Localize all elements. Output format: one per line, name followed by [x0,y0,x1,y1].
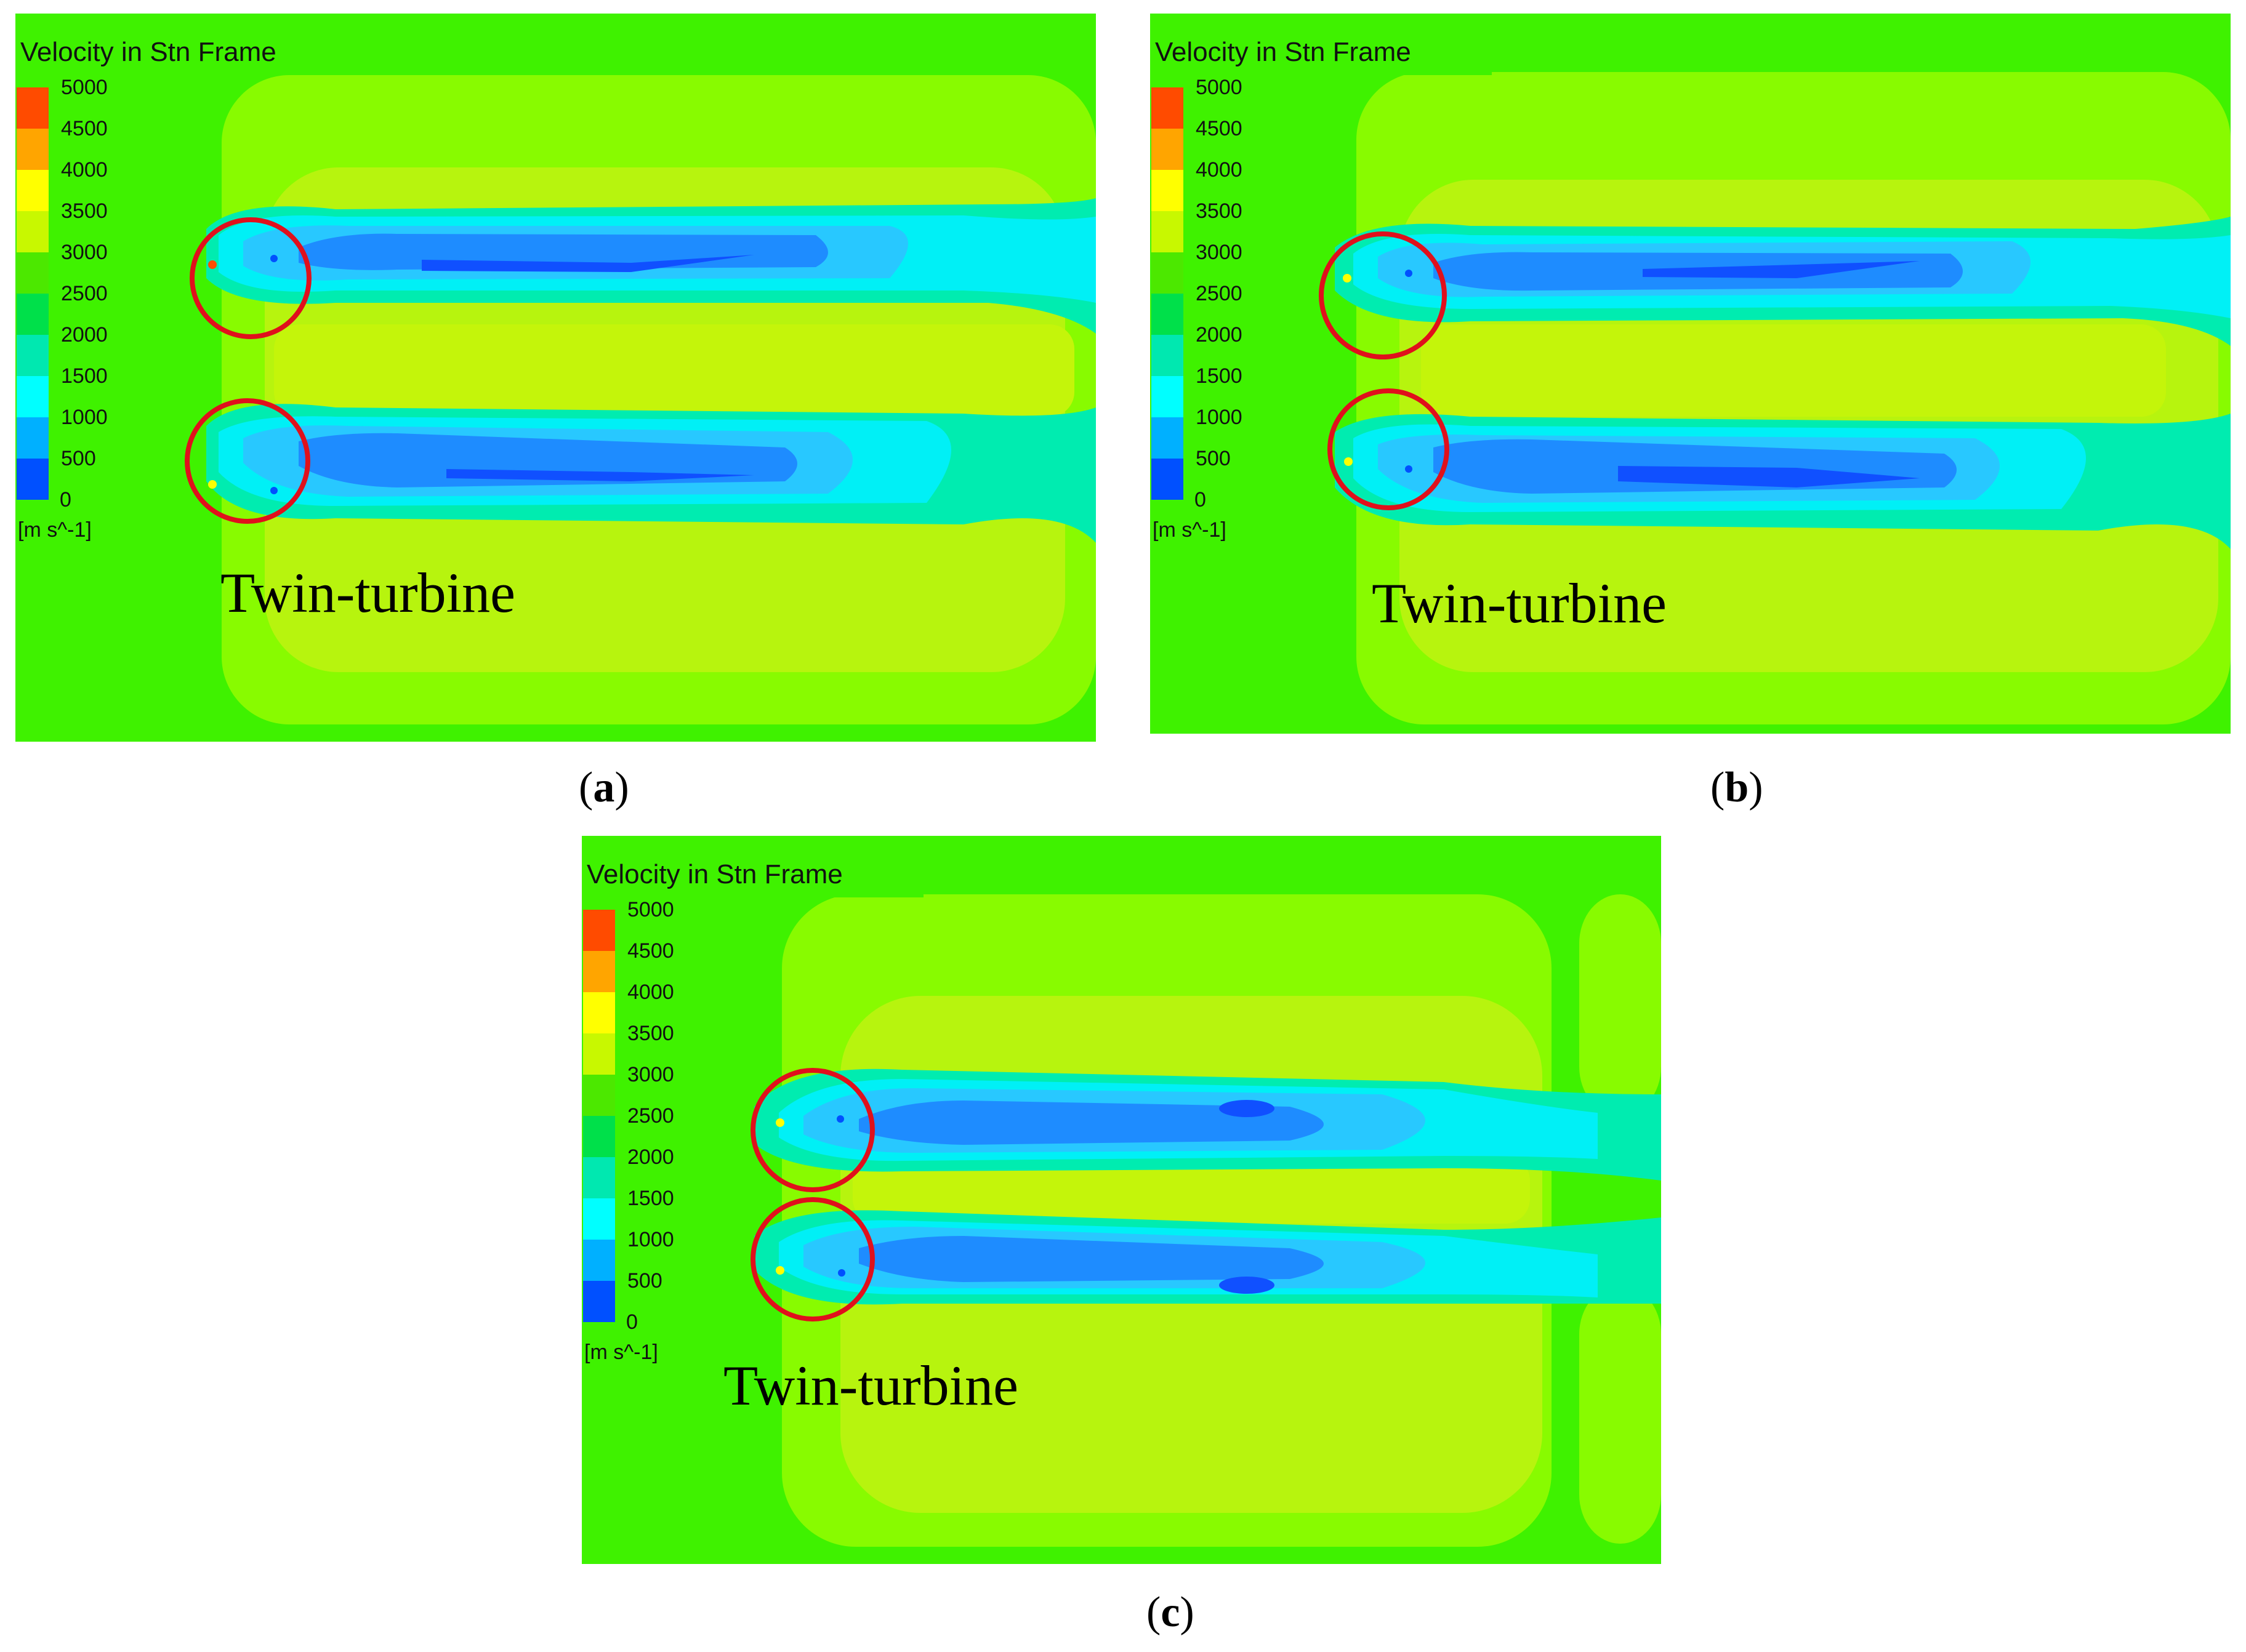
legend-tick: 0 [626,1310,638,1334]
legend-tick: 4500 [61,117,108,140]
legend-tick: 4000 [61,158,108,182]
legend-tick: 3500 [627,1022,674,1045]
legend-tick: 3000 [61,241,108,264]
panel-c: Velocity in Stn Frame 5000 4500 4000 350… [582,836,1661,1564]
color-bar [583,910,615,1322]
legend-tick: 2000 [1196,323,1242,347]
legend-tick: 1500 [61,364,108,388]
legend-title: Velocity in Stn Frame [20,37,276,67]
caption-a: (a) [579,764,629,811]
legend-tick: 3000 [1196,241,1242,264]
legend-tick: 3500 [61,199,108,223]
turbine-highlight-circle [751,1068,875,1192]
caption-b: (b) [1710,764,1763,811]
legend-tick: 1500 [627,1187,674,1210]
turbine-label: Twin-turbine [1372,572,1667,635]
legend-tick: 5000 [1196,76,1242,99]
contour-plot-a [15,14,1096,742]
legend-tick: 2500 [627,1104,674,1128]
panel-b: Velocity in Stn Frame 5000 4500 4000 350… [1150,14,2231,734]
legend-tick: 0 [1194,488,1206,511]
legend-unit: [m s^-1] [584,1341,658,1364]
turbine-highlight-circle [1319,231,1447,359]
legend-tick: 5000 [61,76,108,99]
contour-plot-b [1150,14,2231,734]
legend-tick: 0 [60,488,71,511]
legend-unit: [m s^-1] [1153,518,1226,542]
color-bar [17,87,49,500]
legend-tick: 4000 [1196,158,1242,182]
legend-tick: 500 [1196,447,1231,470]
legend-tick: 4500 [627,939,674,963]
legend-tick: 5000 [627,898,674,921]
legend-tick: 2000 [627,1145,674,1169]
turbine-highlight-circle [751,1197,875,1321]
legend-tick: 3500 [1196,199,1242,223]
legend-tick: 500 [627,1269,662,1293]
legend-tick: 4500 [1196,117,1242,140]
contour-plot-c [582,836,1661,1564]
turbine-label: Twin-turbine [220,561,516,624]
turbine-highlight-circle [1327,388,1449,510]
turbine-label: Twin-turbine [723,1354,1019,1417]
legend-tick: 1500 [1196,364,1242,388]
turbine-highlight-circle [190,217,312,339]
legend-title: Velocity in Stn Frame [587,859,843,889]
legend-tick: 2000 [61,323,108,347]
legend-unit: [m s^-1] [18,518,92,542]
legend-title: Velocity in Stn Frame [1155,37,1411,67]
panel-a: Velocity in Stn Frame 5000 4500 4000 350… [15,14,1096,742]
turbine-highlight-circle [185,398,310,524]
caption-c: (c) [1146,1589,1194,1636]
legend-tick: 2500 [61,282,108,305]
legend-tick: 2500 [1196,282,1242,305]
legend-tick: 3000 [627,1063,674,1086]
legend-tick: 500 [61,447,96,470]
legend-tick: 4000 [627,980,674,1004]
legend-tick: 1000 [1196,406,1242,429]
legend-tick: 1000 [627,1228,674,1251]
color-bar [1151,87,1183,500]
legend-tick: 1000 [61,406,108,429]
